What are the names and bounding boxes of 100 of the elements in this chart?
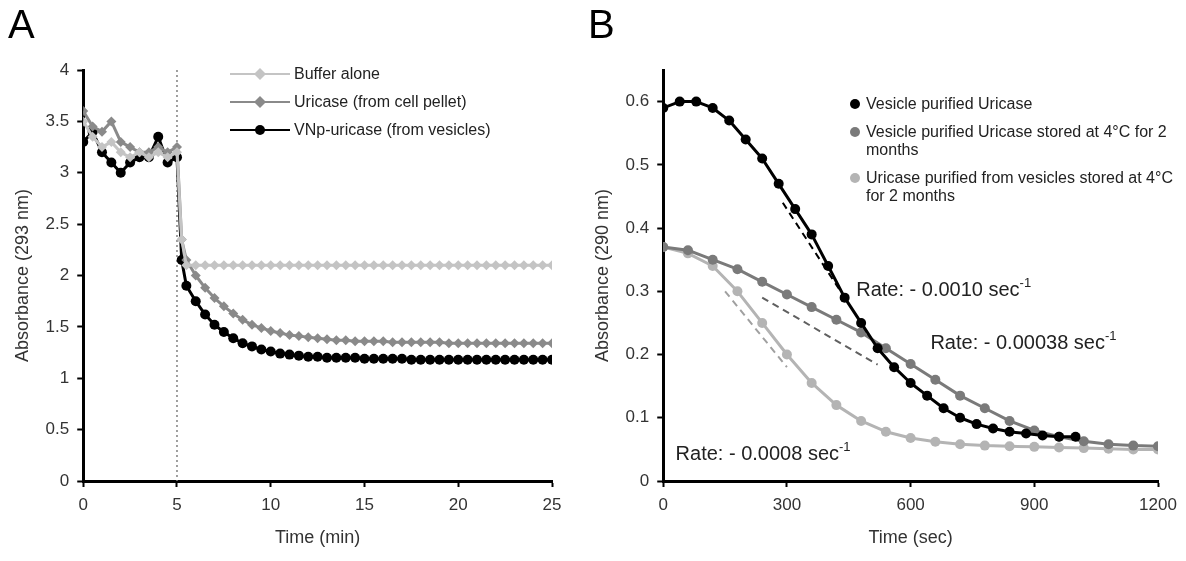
point [378,353,389,364]
point [955,390,966,401]
point [312,333,323,344]
point [443,338,454,349]
point [856,327,867,338]
point [190,296,201,307]
y-tick-label: 0 [59,470,70,490]
point [350,352,361,363]
point [481,354,492,365]
point [162,152,173,163]
point [773,178,784,189]
point [368,353,379,364]
point [1103,439,1114,450]
point [190,270,201,281]
point [1021,428,1032,439]
point [856,317,867,328]
x-tick-label: 600 [896,494,925,514]
y-tick-label: 0.4 [625,217,650,237]
y-tick-label: 0.5 [625,154,650,174]
x-tick-label: 0 [78,494,88,514]
point [359,336,370,347]
x-tick-label: 25 [542,494,562,514]
point [831,314,842,325]
x-tick-label: 10 [261,494,281,514]
point [284,349,295,360]
point [509,354,520,365]
point [200,309,211,320]
point [312,351,323,362]
point [806,302,817,313]
y-tick-label: 1 [59,367,70,387]
x-tick-label: 300 [772,494,802,514]
point [200,282,211,293]
point [757,276,768,287]
legend-label: Vesicle purified Uricase [866,95,1033,113]
point [707,254,718,265]
point [106,116,117,127]
y-tick-label: 0.1 [625,407,650,427]
y-tick-label: 0.6 [625,91,650,111]
y-axis-title: Absorbance (290 nm) [591,188,612,363]
point [528,354,539,365]
point [209,293,220,304]
point [115,167,126,178]
point [359,353,370,364]
point [218,327,229,338]
point [209,319,220,330]
point [331,352,342,363]
point [757,153,768,164]
point [218,301,229,312]
point [284,330,295,341]
point [1070,431,1081,442]
point [922,390,933,401]
y-tick-label: 0.5 [45,419,70,439]
point [387,353,398,364]
point [481,338,492,349]
point [293,350,304,361]
point [125,152,136,163]
x-axis-title: Time (min) [274,527,361,548]
point [988,423,999,434]
legend-label: Uricase purified from vesicles stored at 4°C for 2 months [866,169,1174,205]
point [265,325,276,336]
x-tick-label: 5 [172,494,182,514]
point [781,289,792,300]
point [153,131,164,142]
point [930,374,941,385]
point [806,229,817,240]
x-tick-label: 20 [448,494,468,514]
point [1078,436,1089,447]
point [125,142,136,153]
point [1128,440,1139,451]
point [472,354,482,365]
point [880,426,891,437]
point [889,362,900,373]
point [955,412,966,423]
point [691,96,702,107]
point [806,377,817,388]
point [303,332,314,343]
legend-label: Uricase (from cell pellet) [294,93,467,111]
point [856,415,867,426]
point [106,157,117,168]
point [905,359,916,370]
point [872,343,883,354]
x-tick-label: 15 [355,494,374,514]
point [96,142,107,153]
point [518,354,529,365]
point [387,337,398,348]
point [490,354,501,365]
point [87,121,98,132]
x-axis-title: Time (sec) [868,527,953,548]
y-tick-label: 3.5 [45,111,70,131]
y-axis-title: Absorbance (293 nm) [11,188,32,363]
chart-title: A [8,2,35,46]
point [537,338,548,349]
x-tick-label: 0 [658,494,668,514]
point [443,354,454,365]
point [823,261,834,272]
legend-label: VNp-uricase (from vesicles) [294,121,491,139]
y-tick-label: 3 [59,162,70,182]
point [1029,441,1040,452]
point [724,115,735,126]
point [340,352,351,363]
